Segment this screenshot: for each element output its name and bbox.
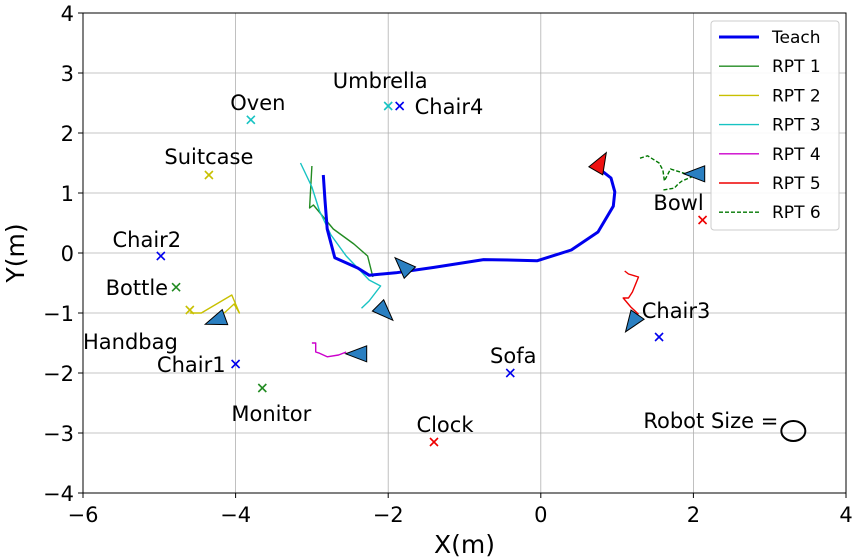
- object-label-oven: Oven: [230, 91, 285, 115]
- series-line-rpt-3: [299, 162, 382, 309]
- object-label-handbag: Handbag: [83, 330, 178, 354]
- x-tick-label: 0: [534, 503, 547, 527]
- y-axis-label: Y(m): [1, 223, 30, 283]
- legend-label-rpt-5: RPT 5: [772, 174, 821, 194]
- legend-label-rpt-4: RPT 4: [772, 145, 821, 165]
- y-tick-label: 4: [61, 2, 74, 26]
- robot-pose-marker: [371, 298, 394, 322]
- object-chair2: Chair2: [112, 228, 181, 261]
- y-tick-label: −1: [43, 302, 74, 326]
- object-sofa: Sofa: [490, 344, 537, 378]
- robot-pose-marker: [344, 345, 368, 363]
- robot-pose-marker: [624, 309, 645, 333]
- object-chair3: Chair3: [642, 299, 711, 342]
- x-tick-label: 2: [687, 503, 700, 527]
- object-label-chair1: Chair1: [157, 353, 226, 377]
- legend-label-rpt-2: RPT 2: [772, 86, 821, 106]
- object-label-bottle: Bottle: [106, 276, 168, 300]
- object-oven: Oven: [230, 91, 285, 125]
- object-label-bowl: Bowl: [653, 191, 703, 215]
- object-label-chair3: Chair3: [642, 299, 711, 323]
- object-umbrella: Umbrella: [333, 69, 428, 111]
- legend-box: [710, 20, 840, 231]
- object-handbag: Handbag: [83, 305, 195, 354]
- object-chair4: Chair4: [395, 95, 484, 119]
- series-line-rpt-1: [308, 165, 374, 278]
- object-marker-stroke: [171, 282, 181, 292]
- x-axis-label: X(m): [434, 530, 495, 557]
- series-line-rpt-6: [639, 155, 695, 191]
- object-marker-stroke: [429, 437, 439, 447]
- series-line-rpt-4: [311, 342, 347, 358]
- legend: Teach RPT 1 RPT 2 RPT 3 RPT 4 RPT 5 RPT 6: [710, 20, 840, 231]
- x-tick-label: −2: [373, 503, 404, 527]
- object-label-chair4: Chair4: [415, 95, 484, 119]
- object-marker-stroke: [204, 170, 214, 180]
- y-tick-label: 1: [61, 182, 74, 206]
- robot-size-label: Robot Size =: [643, 409, 778, 433]
- legend-label-rpt-6: RPT 6: [772, 203, 821, 223]
- y-tick-label: 3: [61, 62, 74, 86]
- x-tick-label: −6: [68, 503, 99, 527]
- object-marker-stroke: [246, 115, 256, 125]
- robot-pose-marker: [203, 308, 229, 326]
- series-line-rpt-2: [189, 294, 241, 314]
- object-clock: Clock: [416, 413, 474, 447]
- object-bottle: Bottle: [106, 276, 181, 300]
- x-tick-label: −4: [220, 503, 251, 527]
- object-marker-stroke: [654, 332, 664, 342]
- trajectories: [189, 155, 695, 358]
- robot-pose-marker: [587, 151, 608, 176]
- object-label-clock: Clock: [416, 413, 474, 437]
- object-label-chair2: Chair2: [112, 228, 181, 252]
- legend-label-rpt-1: RPT 1: [772, 57, 821, 77]
- series-line-teach: [321, 169, 617, 277]
- object-label-monitor: Monitor: [231, 402, 311, 426]
- robot-pose-marker: [394, 256, 417, 280]
- legend-label-rpt-3: RPT 3: [772, 116, 821, 136]
- object-marker-stroke: [697, 215, 708, 225]
- object-label-sofa: Sofa: [490, 344, 536, 368]
- y-tick-label: −2: [43, 362, 74, 386]
- robot-size-annotation: Robot Size =: [643, 409, 807, 442]
- object-suitcase: Suitcase: [164, 145, 253, 180]
- y-tick-label: 0: [61, 242, 74, 266]
- object-label-suitcase: Suitcase: [164, 145, 253, 169]
- object-marker-stroke: [505, 368, 515, 378]
- y-tick-label: 2: [61, 122, 74, 146]
- object-marker-stroke: [156, 251, 166, 261]
- x-tick-label: 4: [839, 503, 852, 527]
- object-label-umbrella: Umbrella: [333, 69, 428, 93]
- object-marker-stroke: [231, 359, 241, 369]
- object-marker-stroke: [257, 383, 267, 393]
- y-tick-label: −4: [43, 482, 74, 506]
- series-line-rpt-5: [622, 270, 640, 315]
- object-chair1: Chair1: [157, 353, 241, 377]
- object-monitor: Monitor: [231, 383, 312, 426]
- object-bowl: Bowl: [653, 191, 708, 225]
- robot-pose-marker: [682, 165, 706, 183]
- object-marker-stroke: [395, 101, 405, 111]
- y-tick-label: −3: [43, 422, 74, 446]
- robot-size-ellipse: [780, 420, 807, 442]
- pose-markers: [203, 151, 706, 363]
- object-marker-stroke: [185, 305, 195, 315]
- object-marker-stroke: [383, 101, 393, 111]
- legend-label-teach: Teach: [771, 28, 821, 48]
